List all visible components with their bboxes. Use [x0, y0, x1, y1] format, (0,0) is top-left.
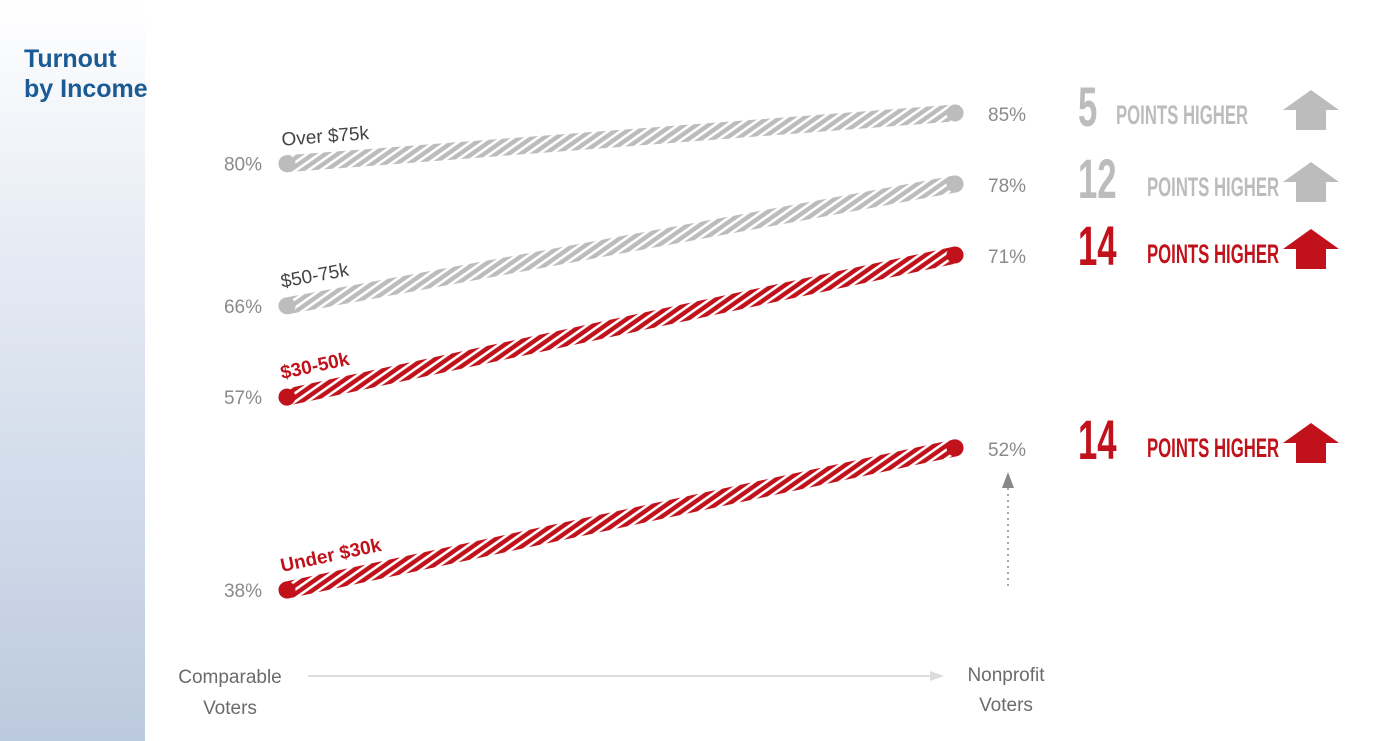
series-name-label-0: Over $75k: [281, 123, 370, 151]
callouts-panel: 5 POINTS HIGHER 12 POINTS HIGHER 14 POINTS HI…: [1078, 0, 1378, 741]
series-bar-0: [278, 104, 964, 173]
callout-number: 5: [1078, 75, 1098, 138]
x-axis-left-label-line-2: Voters: [203, 698, 257, 719]
up-arrow-icon: [1283, 162, 1339, 202]
series-endpoint-left-1: [278, 297, 296, 315]
callout-row-2: 14 POINTS HIGHER: [1078, 214, 1360, 277]
callout-number: 14: [1078, 408, 1117, 471]
series-endpoint-right-1: [946, 175, 964, 193]
chart-title-line-1: Turnout: [24, 45, 117, 73]
x-axis-right-label-line-1: Nonprofit: [967, 665, 1045, 686]
callout-number: 12: [1078, 147, 1117, 210]
right-value-label-0: 85%: [988, 105, 1026, 126]
series-endpoint-right-2: [946, 246, 964, 264]
series-endpoint-left-3: [278, 581, 296, 599]
callout-row-1: 12 POINTS HIGHER: [1078, 147, 1360, 210]
dotted-indicator-arrowhead: [1002, 472, 1014, 488]
series-bar-1: [278, 175, 964, 315]
x-axis-arrowhead: [930, 671, 944, 681]
sidebar-panel: [0, 0, 145, 741]
series-endpoint-left-2: [278, 388, 296, 406]
right-value-label-3: 52%: [988, 440, 1026, 461]
callout-number: 14: [1078, 214, 1117, 277]
callout-text: POINTS HIGHER: [1146, 172, 1279, 202]
x-axis-right-label-line-2: Voters: [979, 695, 1033, 716]
x-axis-left-label-line-1: Comparable: [178, 667, 282, 688]
chart-title-line-2: by Income: [24, 75, 148, 103]
series-endpoint-right-3: [946, 439, 964, 457]
right-value-label-1: 78%: [988, 176, 1026, 197]
callout-row-0: 5 POINTS HIGHER: [1078, 75, 1339, 138]
callout-text: POINTS HIGHER: [1146, 433, 1279, 463]
up-arrow-icon: [1283, 423, 1339, 463]
right-value-label-2: 71%: [988, 247, 1026, 268]
left-value-label-0: 80%: [224, 155, 262, 176]
left-value-label-1: 66%: [224, 297, 262, 318]
series-endpoint-right-0: [946, 104, 964, 122]
series-endpoint-left-0: [278, 155, 296, 173]
callout-row-3: 14 POINTS HIGHER: [1078, 408, 1360, 471]
left-value-label-2: 57%: [224, 388, 262, 409]
chart-title: Turnout by Income: [24, 44, 174, 104]
left-value-label-3: 38%: [224, 581, 262, 602]
series-bar-3: [278, 439, 964, 599]
callout-text: POINTS HIGHER: [1146, 239, 1279, 269]
up-arrow-icon: [1283, 90, 1339, 130]
callout-text: POINTS HIGHER: [1116, 100, 1249, 130]
up-arrow-icon: [1283, 229, 1339, 269]
series-bar-2: [278, 246, 964, 406]
